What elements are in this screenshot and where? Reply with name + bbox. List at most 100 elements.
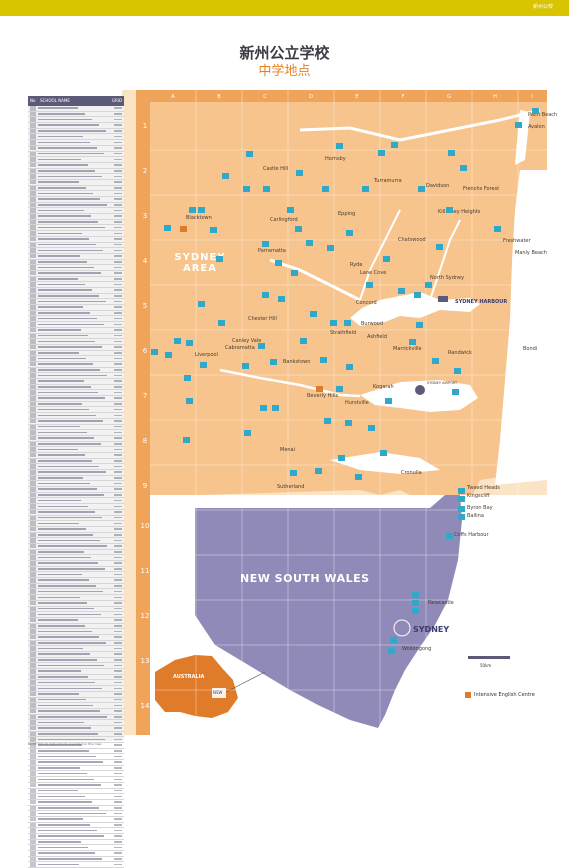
school-marker[interactable] <box>290 470 297 476</box>
legend-row <box>28 555 124 561</box>
school-marker[interactable] <box>458 506 465 512</box>
school-marker[interactable] <box>263 186 270 192</box>
school-marker[interactable] <box>355 474 362 480</box>
school-marker[interactable] <box>296 170 303 176</box>
school-marker[interactable] <box>362 186 369 192</box>
school-marker[interactable] <box>315 468 322 474</box>
school-marker[interactable] <box>242 363 249 369</box>
school-marker[interactable] <box>380 450 387 456</box>
school-marker[interactable] <box>412 608 419 614</box>
school-marker[interactable] <box>306 240 313 246</box>
school-marker[interactable] <box>336 386 343 392</box>
school-marker[interactable] <box>189 207 196 213</box>
legend-row <box>28 475 124 482</box>
school-marker[interactable] <box>338 455 345 461</box>
school-marker[interactable] <box>198 207 205 213</box>
school-marker[interactable] <box>200 362 207 368</box>
school-marker[interactable] <box>412 600 419 606</box>
school-marker[interactable] <box>390 637 397 643</box>
legend-row <box>28 686 124 692</box>
legend-row <box>28 464 124 470</box>
school-marker[interactable] <box>344 320 351 326</box>
school-marker[interactable] <box>218 320 225 326</box>
school-marker[interactable] <box>345 420 352 426</box>
school-marker[interactable] <box>388 648 395 654</box>
school-marker[interactable] <box>532 108 539 114</box>
school-marker[interactable] <box>186 398 193 404</box>
school-marker[interactable] <box>454 368 461 374</box>
school-marker[interactable] <box>446 533 453 539</box>
school-marker[interactable] <box>246 151 253 157</box>
school-marker[interactable] <box>412 592 419 598</box>
legend-row <box>28 379 124 385</box>
school-marker[interactable] <box>262 292 269 298</box>
legend-footnote: NOTE: Not all high schools are listed on… <box>28 742 103 746</box>
place-sydney: SYDNEY <box>413 625 450 634</box>
legend-row <box>28 253 124 260</box>
school-marker[interactable] <box>270 359 277 365</box>
legend-row <box>28 657 124 664</box>
school-marker[interactable] <box>368 425 375 431</box>
school-marker[interactable] <box>460 165 467 171</box>
school-marker[interactable] <box>515 122 522 128</box>
school-marker[interactable] <box>151 349 158 355</box>
school-marker[interactable] <box>346 364 353 370</box>
school-marker[interactable] <box>416 322 423 328</box>
grid-row-12: 12 <box>140 612 150 620</box>
school-marker[interactable] <box>336 143 343 149</box>
school-marker[interactable] <box>184 375 191 381</box>
school-marker[interactable] <box>398 288 405 294</box>
school-marker[interactable] <box>494 226 501 232</box>
school-marker[interactable] <box>391 142 398 148</box>
school-marker[interactable] <box>300 338 307 344</box>
school-marker[interactable] <box>448 150 455 156</box>
school-marker[interactable] <box>260 405 267 411</box>
school-marker[interactable] <box>432 358 439 364</box>
school-marker[interactable] <box>458 496 465 502</box>
legend-row <box>28 589 124 596</box>
school-marker[interactable] <box>291 270 298 276</box>
school-marker[interactable] <box>409 339 416 345</box>
school-marker[interactable] <box>262 241 269 247</box>
school-marker[interactable] <box>278 296 285 302</box>
school-marker[interactable] <box>366 282 373 288</box>
school-marker[interactable] <box>272 405 279 411</box>
school-marker[interactable] <box>164 225 171 231</box>
school-marker[interactable] <box>165 352 172 358</box>
school-marker[interactable] <box>287 207 294 213</box>
school-marker[interactable] <box>385 398 392 404</box>
school-marker[interactable] <box>378 150 385 156</box>
school-marker[interactable] <box>346 230 353 236</box>
school-marker[interactable] <box>295 226 302 232</box>
school-marker[interactable] <box>183 437 190 443</box>
school-marker[interactable] <box>258 343 265 349</box>
school-marker[interactable] <box>210 227 217 233</box>
iec-marker[interactable] <box>180 226 187 232</box>
school-marker[interactable] <box>330 320 337 326</box>
school-marker[interactable] <box>327 245 334 251</box>
school-marker[interactable] <box>186 340 193 346</box>
school-marker[interactable] <box>244 430 251 436</box>
school-marker[interactable] <box>324 418 331 424</box>
school-marker[interactable] <box>322 186 329 192</box>
school-marker[interactable] <box>222 173 229 179</box>
school-marker[interactable] <box>383 256 390 262</box>
school-marker[interactable] <box>275 260 282 266</box>
school-marker[interactable] <box>436 244 443 250</box>
school-marker[interactable] <box>458 514 465 520</box>
school-marker[interactable] <box>458 488 465 494</box>
grid-row-5: 5 <box>142 302 148 310</box>
school-marker[interactable] <box>320 357 327 363</box>
iec-marker[interactable] <box>316 386 323 392</box>
school-marker[interactable] <box>310 311 317 317</box>
school-marker[interactable] <box>425 282 432 288</box>
school-marker[interactable] <box>174 338 181 344</box>
school-marker[interactable] <box>414 292 421 298</box>
school-marker[interactable] <box>198 301 205 307</box>
legend-row <box>28 344 124 351</box>
school-marker[interactable] <box>452 389 459 395</box>
school-marker[interactable] <box>216 256 223 262</box>
school-marker[interactable] <box>418 186 425 192</box>
school-marker[interactable] <box>446 207 453 213</box>
school-marker[interactable] <box>243 186 250 192</box>
